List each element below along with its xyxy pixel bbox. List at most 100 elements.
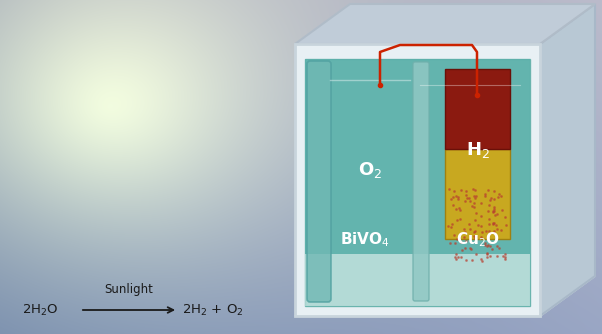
Point: [444, 223, 453, 229]
Point: [470, 229, 479, 234]
FancyBboxPatch shape: [413, 62, 429, 301]
Point: [489, 196, 499, 201]
Point: [500, 256, 510, 262]
Text: O$_2$: O$_2$: [358, 160, 382, 180]
Point: [480, 191, 490, 197]
Point: [455, 235, 464, 240]
Polygon shape: [305, 59, 530, 254]
Point: [462, 196, 472, 201]
Point: [445, 240, 455, 246]
Point: [469, 205, 479, 210]
Point: [476, 213, 486, 218]
Point: [452, 251, 461, 257]
Point: [498, 254, 507, 259]
Point: [452, 256, 461, 261]
Point: [489, 228, 498, 234]
Point: [471, 252, 480, 257]
Point: [455, 216, 465, 222]
Point: [470, 235, 480, 241]
Point: [471, 210, 480, 215]
Point: [454, 255, 464, 260]
Point: [492, 243, 501, 248]
Point: [488, 221, 497, 227]
Polygon shape: [305, 59, 530, 306]
Point: [471, 234, 481, 239]
Point: [491, 213, 500, 218]
Polygon shape: [445, 69, 510, 149]
Point: [482, 250, 492, 256]
Point: [480, 240, 490, 245]
Point: [465, 195, 474, 200]
Point: [469, 233, 479, 239]
Point: [452, 218, 462, 223]
Point: [489, 204, 499, 210]
Point: [451, 206, 461, 211]
Point: [489, 206, 499, 212]
Point: [464, 222, 474, 227]
Point: [477, 229, 487, 235]
Point: [459, 234, 468, 240]
Text: BiVO$_4$: BiVO$_4$: [340, 231, 390, 249]
Point: [485, 202, 494, 208]
Point: [461, 238, 471, 243]
Point: [450, 254, 460, 259]
Point: [448, 188, 458, 194]
Point: [494, 194, 503, 200]
Point: [461, 257, 471, 262]
Point: [462, 188, 471, 193]
FancyBboxPatch shape: [307, 61, 331, 302]
Point: [488, 210, 498, 215]
Point: [457, 247, 467, 252]
Point: [491, 222, 501, 228]
Point: [488, 209, 498, 214]
Point: [485, 216, 494, 221]
Point: [482, 255, 492, 260]
Point: [452, 237, 462, 242]
Point: [473, 223, 482, 228]
Point: [485, 254, 495, 259]
Polygon shape: [305, 254, 530, 306]
Point: [486, 243, 495, 249]
Point: [455, 205, 464, 210]
Point: [477, 259, 486, 264]
Point: [477, 224, 486, 229]
Point: [451, 193, 461, 198]
Point: [456, 255, 465, 260]
Point: [482, 243, 492, 248]
Point: [459, 226, 469, 232]
Point: [461, 192, 471, 198]
Point: [456, 239, 466, 244]
Point: [489, 189, 499, 194]
Point: [450, 241, 459, 246]
Point: [494, 192, 503, 197]
Point: [494, 245, 503, 250]
Point: [447, 221, 456, 226]
Point: [486, 195, 495, 200]
Point: [461, 230, 470, 235]
Text: 2H$_2$ + O$_2$: 2H$_2$ + O$_2$: [182, 303, 244, 318]
Point: [469, 187, 479, 192]
Point: [456, 187, 466, 192]
Point: [466, 247, 476, 252]
Point: [460, 199, 470, 204]
Point: [470, 217, 480, 223]
Point: [480, 193, 490, 199]
Text: Cu$_2$O: Cu$_2$O: [456, 231, 500, 249]
Point: [455, 207, 465, 212]
Point: [492, 226, 502, 232]
Point: [483, 251, 492, 257]
Polygon shape: [540, 4, 595, 316]
Point: [466, 245, 476, 250]
Point: [488, 220, 498, 225]
Point: [500, 215, 509, 220]
Point: [467, 257, 477, 263]
Point: [485, 197, 494, 203]
Point: [447, 197, 456, 202]
Point: [469, 193, 479, 199]
Point: [480, 242, 490, 248]
Point: [453, 196, 463, 201]
Point: [467, 203, 477, 208]
Point: [476, 256, 486, 262]
Point: [470, 196, 480, 201]
Point: [465, 198, 475, 203]
